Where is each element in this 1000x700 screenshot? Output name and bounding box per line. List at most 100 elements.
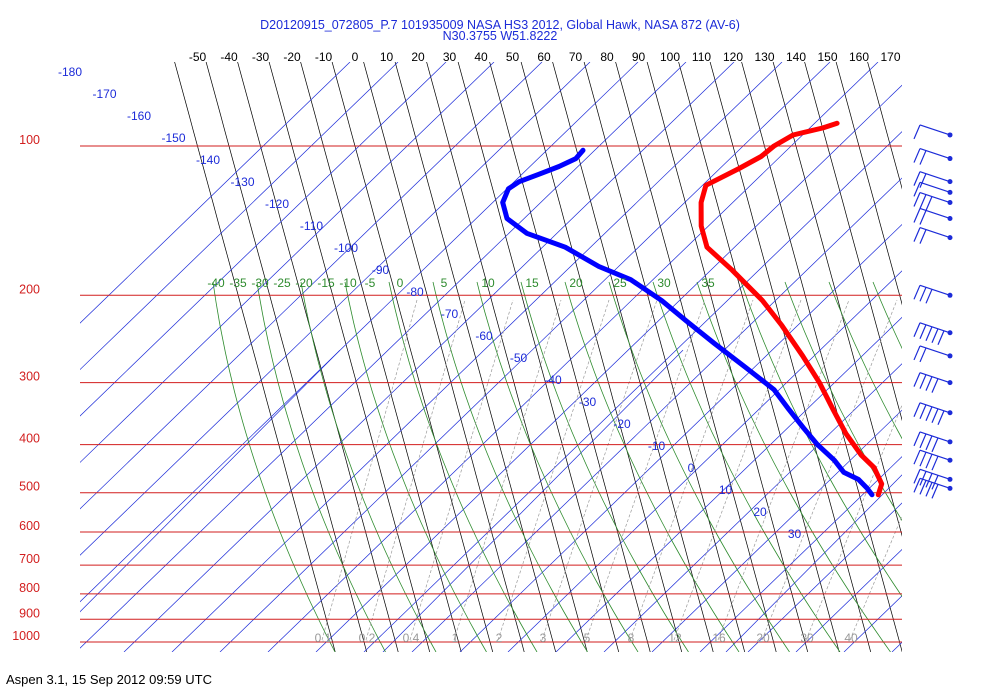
wind-barb-flag xyxy=(919,480,927,495)
grid-lines xyxy=(80,62,902,652)
moist-adiabat-label: -5 xyxy=(365,276,376,290)
wind-barb-flag xyxy=(919,404,927,419)
wind-barb-flag xyxy=(919,471,927,486)
wind-barb-staff xyxy=(919,207,951,220)
wind-barb-flag xyxy=(925,196,933,211)
wind-barb-flag xyxy=(913,322,921,338)
dry-adiabat-line xyxy=(411,177,902,652)
dry-adiabat-label: -160 xyxy=(127,109,151,123)
wind-barb-flag xyxy=(937,330,945,346)
dry-adiabat-line xyxy=(459,224,902,652)
moist-adiabat-line xyxy=(520,281,689,652)
wind-barb-flag xyxy=(913,124,921,140)
temp-tick-label: 170 xyxy=(880,50,900,64)
moist-adiabat-label: -30 xyxy=(251,276,269,290)
pressure-tick-label: 400 xyxy=(19,432,40,446)
isotherm-line xyxy=(520,62,683,652)
mixing-ratio-line xyxy=(717,299,850,641)
dry-adiabat-label: -80 xyxy=(406,285,424,299)
dry-adiabat-label: -110 xyxy=(300,219,323,233)
wind-barb-staff xyxy=(919,191,951,204)
wind-barb-flag xyxy=(919,229,927,244)
dry-adiabat-label: 0 xyxy=(688,461,695,475)
mixing-ratio-label: 40 xyxy=(844,631,858,645)
dry-adiabat-label: -150 xyxy=(161,131,185,145)
dry-adiabat-line xyxy=(80,62,543,510)
moist-adiabat-line xyxy=(388,281,538,652)
wind-barb-flag xyxy=(913,345,921,361)
moist-adiabat-label: 0 xyxy=(397,276,404,290)
isotherm-line xyxy=(300,62,462,652)
wind-barb-flag xyxy=(919,150,927,165)
temp-tick-label: 10 xyxy=(380,50,394,64)
isotherm-line xyxy=(615,62,777,652)
isotherm-line xyxy=(237,62,399,652)
mixing-ratio-label: 0.4 xyxy=(403,631,420,645)
wind-barb-flag xyxy=(913,449,921,465)
isotherm-line xyxy=(489,62,651,652)
moist-adiabat-line xyxy=(784,281,902,522)
wind-barb-flag xyxy=(919,194,927,209)
dry-adiabat-label: 10 xyxy=(719,483,733,497)
moist-adiabat-line xyxy=(740,281,902,598)
dry-adiabat-label: -100 xyxy=(334,241,358,255)
dry-adiabat-label: -130 xyxy=(230,175,254,189)
temperature-profile xyxy=(698,120,885,498)
dry-adiabat-line xyxy=(382,349,684,652)
wind-barb-staff xyxy=(919,477,951,489)
isotherm-line xyxy=(426,62,588,652)
wind-barb-flag xyxy=(913,208,921,223)
dry-adiabat-label: -60 xyxy=(475,329,493,343)
wind-barb-flag xyxy=(931,484,939,499)
isotherm-line xyxy=(678,62,840,652)
wind-barb-staff xyxy=(919,372,951,384)
temp-tick-label: -40 xyxy=(220,50,238,64)
isotherm-line xyxy=(394,62,557,652)
moist-adiabat-label: 25 xyxy=(613,276,627,290)
moist-adiabat-line xyxy=(828,281,902,440)
moist-adiabat-label: -10 xyxy=(339,276,357,290)
moist-adiabat-label: -25 xyxy=(273,276,291,290)
moist-adiabat-line xyxy=(212,281,336,652)
wind-barb-flag xyxy=(913,148,921,163)
wind-barb-flag xyxy=(913,182,921,197)
moist-adiabat-label: 15 xyxy=(525,276,539,290)
mixing-ratio-line xyxy=(849,515,902,641)
moist-adiabat-label: -20 xyxy=(295,276,313,290)
axis-labels: -50 -40 -30 -20 -10 0 10 20 30 40 50 60 70 80 90 100 110… xyxy=(12,50,901,645)
dry-adiabat-line xyxy=(80,62,351,324)
moist-adiabat-label: 10 xyxy=(481,276,495,290)
temp-tick-label: -10 xyxy=(315,50,333,64)
wind-barb-flag xyxy=(931,455,939,471)
moist-adiabat-label: 30 xyxy=(657,276,671,290)
dry-adiabat-line xyxy=(725,474,902,652)
wind-barb-flag xyxy=(913,431,921,447)
temp-tick-label: 90 xyxy=(632,50,646,64)
wind-barb-flag xyxy=(925,453,933,469)
wind-barb-flag xyxy=(931,437,939,453)
mixing-ratio-line xyxy=(453,299,562,641)
wind-barb-staff xyxy=(919,181,951,193)
wind-barb-flag xyxy=(919,451,927,467)
dry-adiabat-line xyxy=(603,363,902,652)
wind-barb-flag xyxy=(925,376,933,391)
dry-adiabat-line xyxy=(891,641,902,652)
wind-barb-flag xyxy=(913,402,921,417)
mixing-ratio-label: 5 xyxy=(584,631,591,645)
mixing-ratio-line xyxy=(321,299,418,641)
wind-barb-flag xyxy=(919,324,927,340)
isotherm-line xyxy=(331,62,494,652)
dry-adiabat-line xyxy=(315,84,902,652)
mixing-ratio-label: 2 xyxy=(496,631,503,645)
wind-barb-flag xyxy=(925,406,933,421)
moist-adiabat-line xyxy=(300,281,437,652)
mixing-ratio-label: 0.2 xyxy=(359,631,376,645)
dewpoint-profile xyxy=(500,147,875,498)
temp-tick-label: 110 xyxy=(692,50,711,64)
dry-adiabat-label: -40 xyxy=(544,373,562,387)
wind-barb-flag xyxy=(931,408,939,423)
mixing-ratio-line xyxy=(365,299,466,641)
dry-adiabat-line xyxy=(795,548,902,652)
isotherm-line xyxy=(205,62,368,652)
